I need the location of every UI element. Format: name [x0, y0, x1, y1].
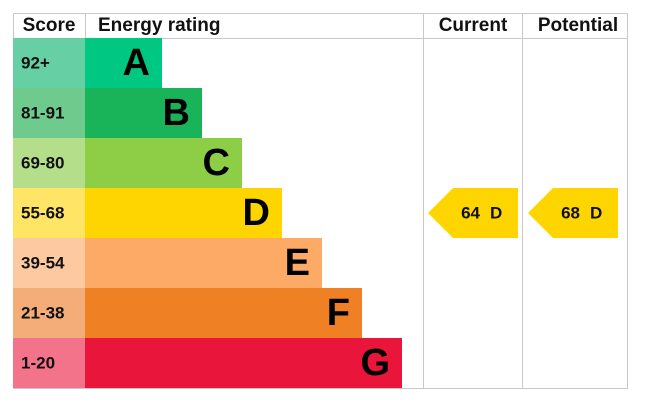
score-label: 55-68: [21, 203, 64, 222]
score-cell: [13, 338, 85, 388]
band-letter: B: [163, 92, 190, 134]
header-score: Score: [23, 15, 76, 36]
band-letter: D: [243, 192, 270, 234]
band-letter: F: [327, 292, 350, 334]
header-current: Current: [439, 15, 508, 36]
score-cell: [13, 138, 85, 188]
band-letter: G: [360, 342, 390, 384]
band-letter: C: [203, 142, 230, 184]
score-label: 1-20: [21, 353, 55, 372]
band-letter: E: [285, 242, 310, 284]
rating-bar: [85, 338, 402, 388]
current-arrow: [428, 188, 518, 238]
header-energy-rating: Energy rating: [98, 15, 220, 36]
potential-letter: D: [590, 203, 602, 222]
score-label: 39-54: [21, 253, 65, 272]
score-label: 21-38: [21, 303, 64, 322]
score-cell: [13, 88, 85, 138]
score-cell: [13, 238, 85, 288]
score-cell: [13, 188, 85, 238]
band-letter: A: [123, 42, 150, 84]
score-label: 92+: [21, 53, 50, 72]
potential-value: 68: [561, 203, 580, 222]
rating-bar: [85, 38, 162, 88]
rating-bar: [85, 138, 242, 188]
rating-bar: [85, 288, 362, 338]
rating-bar: [85, 238, 322, 288]
score-label: 69-80: [21, 153, 64, 172]
rating-bar: [85, 88, 202, 138]
score-label: 81-91: [21, 103, 64, 122]
potential-arrow: [528, 188, 618, 238]
current-value: 64: [461, 203, 480, 222]
score-cell: [13, 38, 85, 88]
current-letter: D: [490, 203, 502, 222]
header-potential: Potential: [538, 15, 618, 36]
rating-bar: [85, 188, 282, 238]
score-cell: [13, 288, 85, 338]
